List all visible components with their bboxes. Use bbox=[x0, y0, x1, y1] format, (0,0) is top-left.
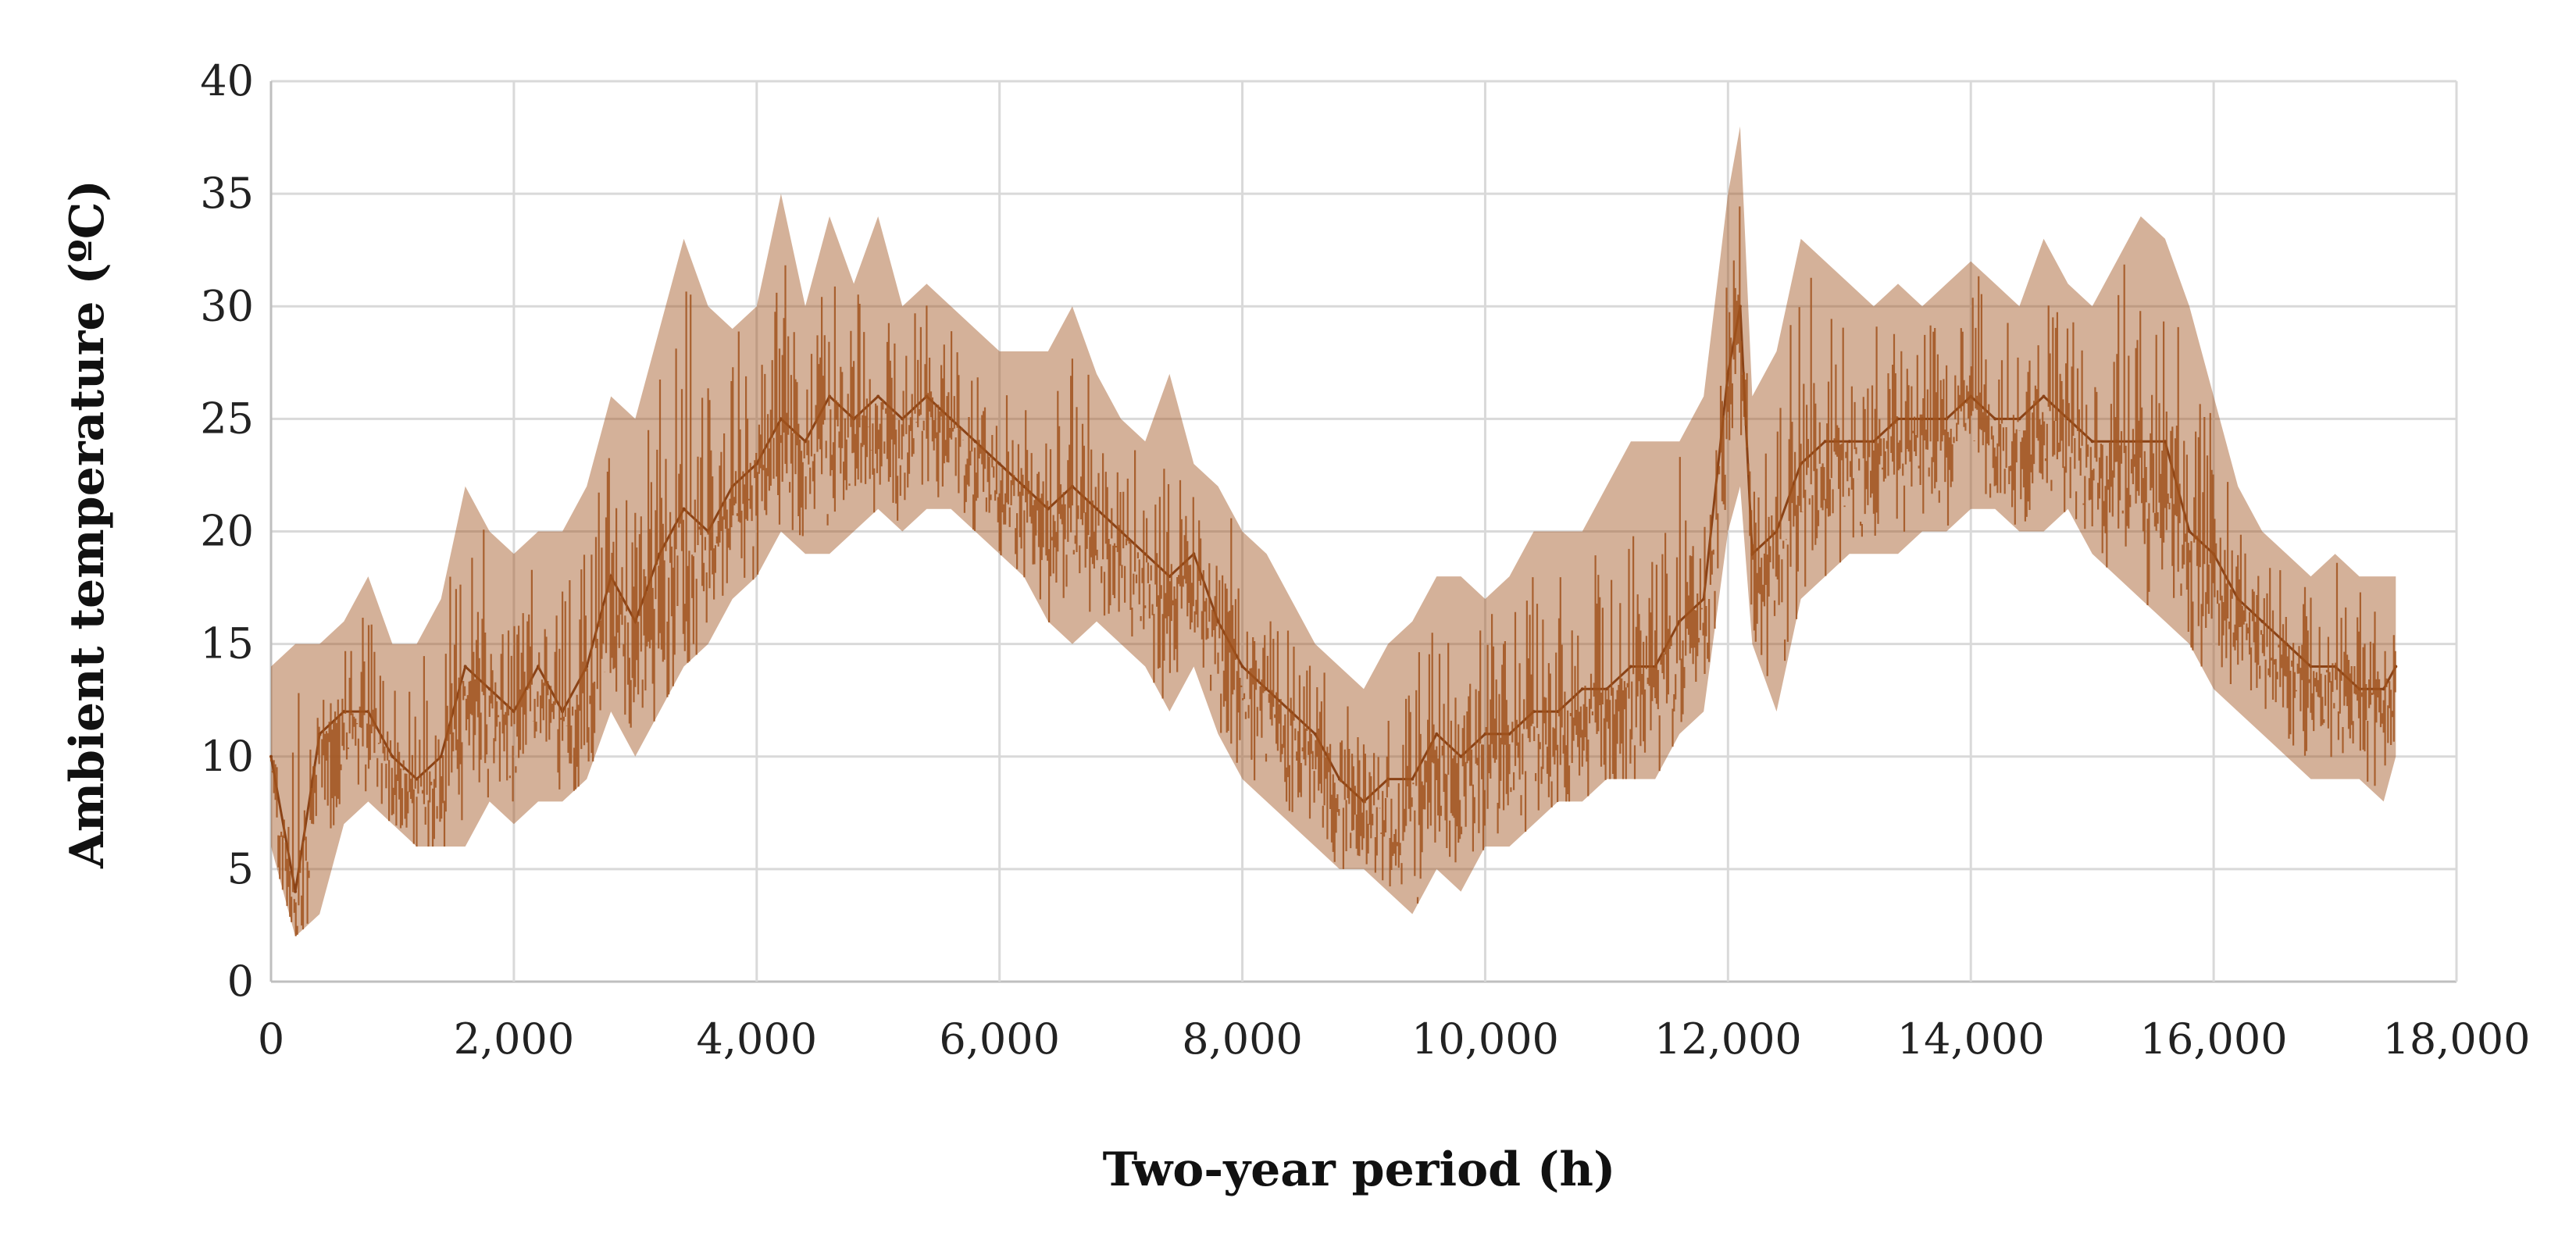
data-point bbox=[973, 440, 977, 444]
y-tick-label: 20 bbox=[200, 507, 254, 556]
y-tick-label: 10 bbox=[200, 732, 254, 781]
data-point bbox=[1993, 417, 1997, 421]
series-hourly-spikes bbox=[269, 206, 2396, 936]
data-point bbox=[1459, 754, 1463, 758]
x-tick-label: 8,000 bbox=[1182, 1014, 1303, 1064]
data-point bbox=[1313, 732, 1317, 736]
y-axis-tick-labels: 0 5 10 15 20 25 30 35 40 bbox=[200, 56, 254, 1006]
data-point bbox=[463, 665, 467, 668]
x-tick-label: 10,000 bbox=[1411, 1014, 1559, 1064]
y-axis-title: Ambient temperature (ºC) bbox=[60, 180, 115, 869]
data-point bbox=[1823, 440, 1827, 444]
data-point bbox=[439, 754, 443, 758]
x-axis-tick-labels: 0 2,000 4,000 6,000 8,000 10,000 12,000 14,000 1… bbox=[258, 1014, 2531, 1064]
data-point bbox=[682, 507, 686, 511]
series-envelope bbox=[271, 126, 2396, 937]
x-tick-label: 12,000 bbox=[1654, 1014, 1802, 1064]
x-tick-label: 4,000 bbox=[696, 1014, 817, 1064]
data-point bbox=[1580, 687, 1584, 691]
x-tick-label: 18,000 bbox=[2383, 1014, 2531, 1064]
x-tick-label: 2,000 bbox=[454, 1014, 575, 1064]
data-point bbox=[2260, 619, 2264, 623]
y-tick-label: 30 bbox=[200, 281, 254, 330]
data-point bbox=[876, 394, 880, 398]
data-point bbox=[1629, 665, 1632, 668]
y-tick-label: 0 bbox=[227, 957, 254, 1006]
data-point bbox=[294, 889, 298, 893]
x-tick-label: 16,000 bbox=[2140, 1014, 2288, 1064]
y-tick-label: 15 bbox=[200, 619, 254, 668]
data-point bbox=[1435, 732, 1439, 736]
series-spikes bbox=[269, 206, 2396, 936]
x-tick-label: 6,000 bbox=[939, 1014, 1060, 1064]
x-tick-label: 14,000 bbox=[1897, 1014, 2045, 1064]
series-range-band bbox=[271, 126, 2396, 937]
x-tick-label: 0 bbox=[258, 1014, 284, 1064]
data-point bbox=[391, 754, 394, 758]
data-point bbox=[1240, 665, 1244, 668]
y-tick-label: 5 bbox=[227, 844, 254, 893]
x-axis-title: Two-year period (h) bbox=[1103, 1143, 1616, 1197]
data-point bbox=[2042, 394, 2046, 398]
data-point bbox=[269, 754, 273, 758]
data-point bbox=[997, 462, 1001, 466]
y-tick-label: 35 bbox=[200, 169, 254, 218]
data-point bbox=[1847, 440, 1851, 444]
data-point bbox=[1411, 777, 1415, 781]
data-point bbox=[2188, 529, 2192, 533]
y-tick-label: 25 bbox=[200, 394, 254, 443]
y-tick-label: 40 bbox=[200, 56, 254, 105]
data-point bbox=[2090, 440, 2094, 444]
